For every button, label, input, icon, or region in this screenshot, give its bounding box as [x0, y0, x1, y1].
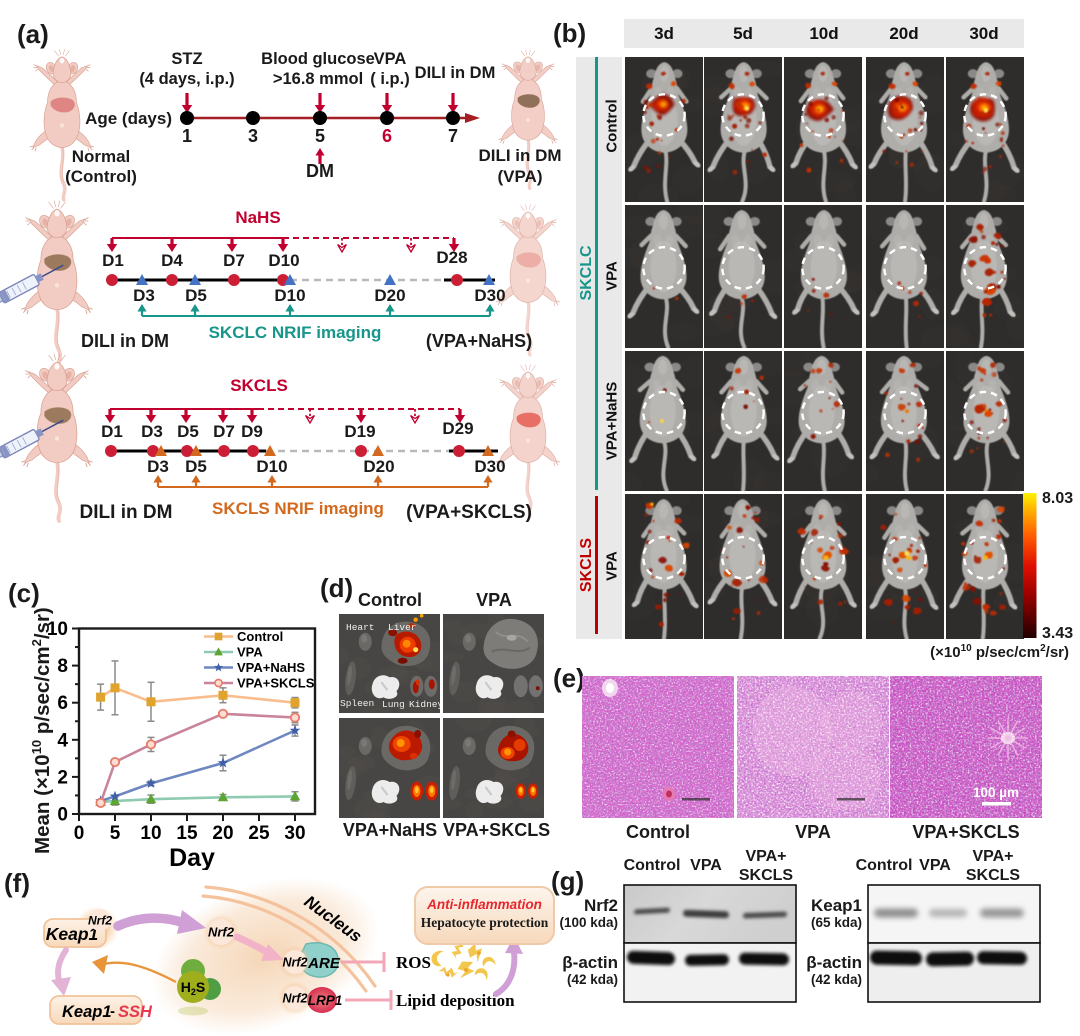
svg-text:SSH: SSH: [118, 1003, 153, 1021]
svg-text:D5: D5: [185, 457, 207, 476]
svg-text:H2S: H2S: [181, 979, 205, 997]
svg-text:7: 7: [448, 126, 458, 146]
svg-text:(VPA+SKCLS): (VPA+SKCLS): [406, 502, 532, 523]
svg-text:D1: D1: [101, 422, 123, 441]
svg-text:25: 25: [248, 823, 270, 844]
svg-text:Normal: Normal: [72, 147, 131, 166]
svg-text:Keap1: Keap1: [46, 924, 99, 944]
svg-text:D1: D1: [102, 251, 124, 270]
svg-text:D4: D4: [161, 251, 183, 270]
svg-text:15: 15: [176, 823, 198, 844]
svg-text:SKCLC NRIF imaging: SKCLC NRIF imaging: [209, 323, 382, 342]
svg-text:ARE: ARE: [307, 955, 341, 972]
svg-text:0: 0: [57, 805, 68, 826]
svg-text:(VPA): (VPA): [497, 167, 542, 186]
svg-text:3: 3: [248, 126, 258, 146]
svg-text:D3: D3: [133, 286, 155, 305]
svg-text:100 µm: 100 µm: [973, 785, 1019, 800]
svg-text:D10: D10: [256, 457, 287, 476]
svg-text:( i.p.): ( i.p.): [370, 70, 409, 88]
svg-text:D30: D30: [474, 286, 505, 305]
svg-text:Control: Control: [237, 629, 283, 644]
svg-text:4: 4: [57, 730, 68, 751]
svg-text:Nrf2: Nrf2: [282, 992, 307, 1006]
svg-text:5: 5: [110, 823, 121, 844]
svg-text:Nrf2: Nrf2: [282, 956, 307, 970]
svg-text:1: 1: [182, 126, 192, 146]
svg-text:(Control): (Control): [65, 167, 137, 186]
svg-text:Age (days): Age (days): [85, 109, 172, 128]
svg-text:DILI in DM: DILI in DM: [478, 146, 561, 165]
svg-text:2: 2: [57, 767, 68, 788]
svg-text:D20: D20: [374, 286, 405, 305]
svg-text:DM: DM: [306, 161, 334, 181]
svg-text:D3: D3: [147, 457, 169, 476]
svg-text:VPA+SKCLS: VPA+SKCLS: [237, 676, 315, 691]
svg-text:DILI in DM: DILI in DM: [80, 502, 173, 523]
svg-text:DILI in DM: DILI in DM: [81, 331, 169, 351]
svg-text:ROS: ROS: [396, 953, 431, 972]
svg-text:(a): (a): [17, 19, 49, 49]
svg-text:D3: D3: [141, 422, 163, 441]
svg-text:Keap1: Keap1: [62, 1003, 112, 1021]
svg-text:-: -: [110, 1003, 115, 1020]
svg-text:Nrf2: Nrf2: [88, 914, 112, 928]
svg-text:DILI in DM: DILI in DM: [415, 64, 496, 82]
svg-text:D20: D20: [363, 457, 394, 476]
svg-text:6: 6: [382, 126, 392, 146]
svg-text:>16.8 mmol: >16.8 mmol: [273, 70, 363, 88]
svg-text:D10: D10: [268, 251, 299, 270]
svg-text:D5: D5: [185, 286, 207, 305]
svg-text:VPA: VPA: [374, 50, 407, 68]
svg-text:D10: D10: [274, 286, 305, 305]
svg-text:STZ: STZ: [171, 50, 202, 68]
svg-text:Blood glucose: Blood glucose: [261, 50, 375, 68]
svg-text:D28: D28: [436, 248, 467, 267]
svg-text:Heart: Heart: [346, 622, 375, 633]
svg-text:Day: Day: [169, 844, 215, 870]
svg-text:30: 30: [284, 823, 305, 844]
svg-text:Lipid deposition: Lipid deposition: [396, 991, 515, 1010]
svg-text:D7: D7: [223, 251, 245, 270]
svg-text:D5: D5: [177, 422, 199, 441]
svg-text:SKCLS: SKCLS: [230, 376, 288, 395]
svg-text:D30: D30: [474, 457, 505, 476]
svg-text:20: 20: [212, 823, 233, 844]
svg-text:NaHS: NaHS: [235, 208, 280, 227]
svg-text:0: 0: [74, 823, 85, 844]
svg-text:8: 8: [57, 656, 68, 677]
svg-text:D9: D9: [241, 422, 263, 441]
svg-text:SKCLS NRIF imaging: SKCLS NRIF imaging: [212, 499, 384, 518]
svg-text:Kidney: Kidney: [409, 699, 440, 710]
svg-text:LRP1: LRP1: [308, 993, 343, 1008]
svg-text:6: 6: [57, 693, 68, 714]
svg-text:5: 5: [315, 126, 325, 146]
svg-text:Nrf2: Nrf2: [208, 925, 235, 940]
svg-text:VPA: VPA: [237, 645, 263, 660]
svg-text:Lung: Lung: [382, 699, 405, 710]
svg-text:10: 10: [140, 823, 161, 844]
svg-text:VPA+NaHS: VPA+NaHS: [237, 660, 305, 675]
svg-text:Spleen: Spleen: [340, 698, 374, 709]
svg-text:(VPA+NaHS): (VPA+NaHS): [426, 331, 532, 351]
svg-text:Liver: Liver: [388, 622, 417, 633]
svg-text:D19: D19: [344, 422, 375, 441]
svg-text:(4 days, i.p.): (4 days, i.p.): [139, 70, 234, 88]
svg-text:D29: D29: [442, 419, 473, 438]
svg-text:D7: D7: [213, 422, 235, 441]
svg-text:10: 10: [47, 619, 68, 640]
